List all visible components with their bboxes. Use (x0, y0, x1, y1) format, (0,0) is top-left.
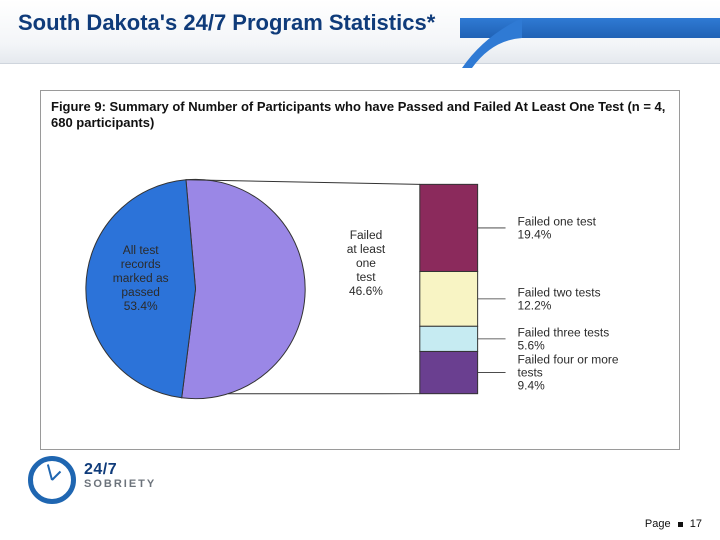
bar-segment-two (420, 271, 478, 326)
bullet-icon (678, 522, 683, 527)
clock-icon (28, 456, 76, 504)
bar-segment-three (420, 326, 478, 351)
footer: Page 17 (0, 518, 720, 530)
page-number-value: 17 (690, 518, 702, 530)
bar-segment-four (420, 351, 478, 393)
bar-label-three: Failed three tests5.6% (518, 325, 610, 352)
chart-svg: All testrecordsmarked aspassed53.4%Faile… (41, 139, 679, 449)
logo-line1: 24/7 (84, 462, 156, 479)
pie-label-failed: Failedat leastonetest46.6% (347, 228, 386, 298)
slide-title: South Dakota's 24/7 Program Statistics* (18, 10, 435, 36)
bar-label-one: Failed one test19.4% (518, 214, 597, 241)
page-number: Page 17 (645, 518, 702, 530)
bar-segment-one (420, 184, 478, 271)
brand-logo: 24/7 SOBRIETY (28, 456, 158, 514)
chart-area: All testrecordsmarked aspassed53.4%Faile… (41, 139, 679, 449)
header-band: South Dakota's 24/7 Program Statistics* (0, 0, 720, 64)
figure-container: Figure 9: Summary of Number of Participa… (40, 90, 680, 450)
bar-label-two: Failed two tests12.2% (518, 285, 601, 312)
page-label-text: Page (645, 518, 671, 530)
logo-line2: SOBRIETY (84, 479, 156, 491)
slide-root: South Dakota's 24/7 Program Statistics* … (0, 0, 720, 540)
pie-slice-passed (182, 179, 305, 398)
header-curve (462, 18, 522, 68)
bar-label-four: Failed four or moretests9.4% (518, 353, 619, 393)
figure-caption: Figure 9: Summary of Number of Participa… (41, 91, 679, 136)
logo-text: 24/7 SOBRIETY (84, 462, 156, 490)
